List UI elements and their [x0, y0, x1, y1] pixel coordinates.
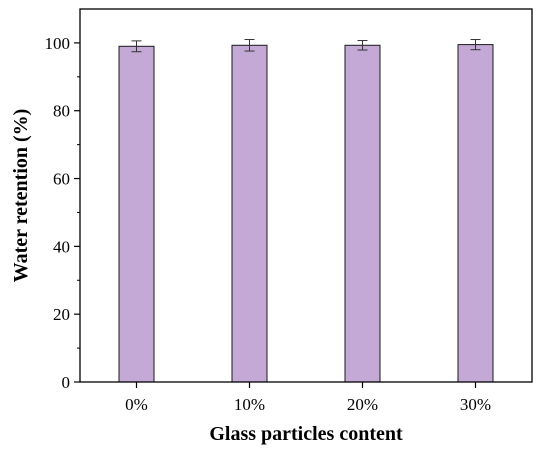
bar-3 — [457, 44, 494, 383]
y-tick-label-0: 0 — [62, 373, 71, 392]
y-tick-label-1: 20 — [53, 305, 70, 324]
x-axis-ticks: 0% 10% 20% 30% — [125, 382, 491, 414]
y-axis-ticks: 0 20 40 60 80 100 — [45, 34, 80, 392]
bar-2 — [344, 44, 381, 383]
bar-1 — [231, 44, 268, 383]
x-tick-label-3: 30% — [460, 395, 491, 414]
x-tick-label-0: 0% — [125, 395, 148, 414]
y-tick-label-3: 60 — [53, 170, 70, 189]
y-axis-title: Water retention (%) — [10, 109, 32, 283]
y-tick-label-4: 80 — [53, 102, 70, 121]
x-axis-title: Glass particles content — [209, 423, 403, 445]
y-tick-label-2: 40 — [53, 237, 70, 256]
x-tick-label-1: 10% — [234, 395, 265, 414]
bars-group — [118, 44, 494, 383]
plot-frame — [79, 8, 533, 383]
y-tick-label-5: 100 — [45, 34, 71, 53]
bar-0 — [118, 45, 155, 383]
x-tick-label-2: 20% — [347, 395, 378, 414]
error-bars-group — [131, 39, 481, 53]
